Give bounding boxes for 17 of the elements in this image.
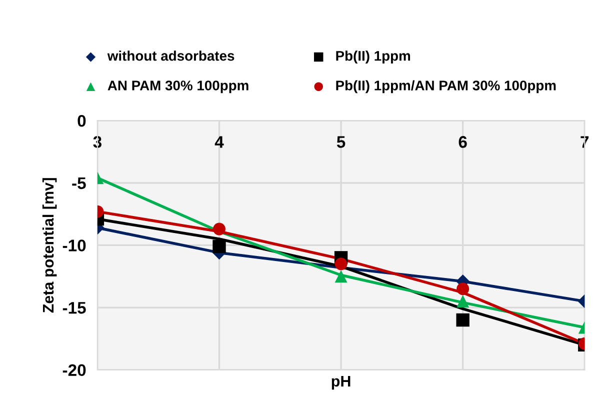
y-tick-label: -15	[62, 302, 86, 314]
x-tick-label: 4	[214, 136, 224, 148]
point	[334, 258, 348, 270]
legend-label: without adsorbates	[107, 50, 234, 61]
point	[456, 282, 470, 296]
legend-label: Pb(II) 1ppm/AN PAM 30% 100ppm	[336, 80, 556, 94]
y-tick-label: -10	[62, 240, 86, 252]
y-tick-label: -20	[62, 364, 86, 376]
x-axis-title: pH	[332, 376, 350, 390]
legend-label: AN PAM 30% 100ppm	[108, 80, 248, 94]
y-axis-title: Zeta potential [mv]	[42, 178, 57, 313]
y-tick-label: -5	[72, 177, 86, 190]
legend-label: Pb(II) 1ppm	[336, 50, 410, 64]
y-tick-label: 0	[78, 115, 86, 127]
x-tick-label: 6	[458, 136, 467, 148]
point	[456, 313, 470, 327]
x-tick-label: 5	[336, 136, 346, 148]
